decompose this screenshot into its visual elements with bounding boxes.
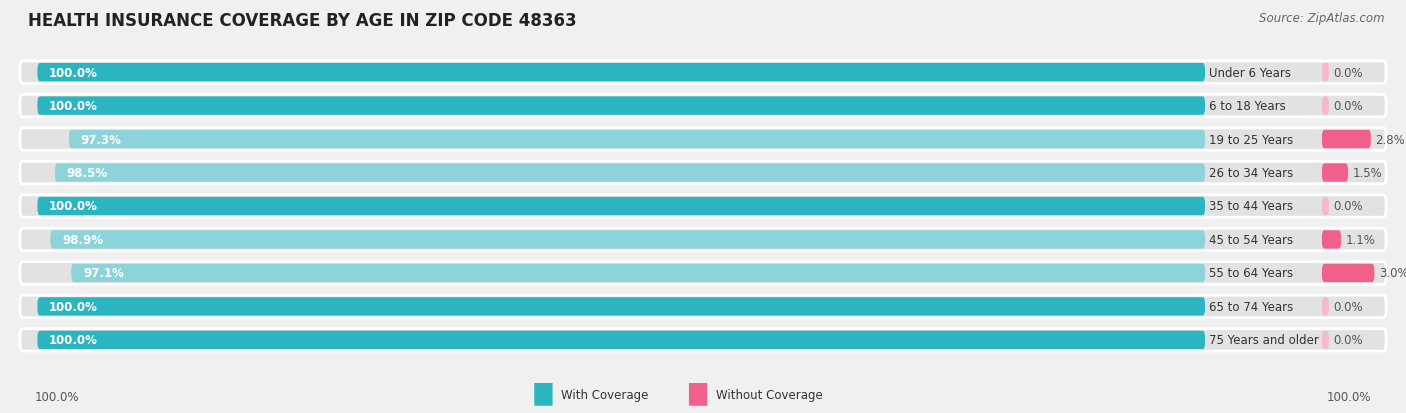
Text: 98.9%: 98.9% (62, 233, 103, 247)
FancyBboxPatch shape (1322, 331, 1329, 349)
Text: 2.8%: 2.8% (1375, 133, 1406, 146)
FancyBboxPatch shape (1322, 231, 1341, 249)
FancyBboxPatch shape (51, 231, 1205, 249)
FancyBboxPatch shape (1322, 164, 1348, 182)
Text: 0.0%: 0.0% (1333, 200, 1364, 213)
Text: 75 Years and older: 75 Years and older (1209, 334, 1319, 347)
Text: Without Coverage: Without Coverage (716, 388, 823, 401)
Text: With Coverage: With Coverage (561, 388, 648, 401)
Text: 45 to 54 Years: 45 to 54 Years (1209, 233, 1292, 247)
FancyBboxPatch shape (20, 95, 1386, 118)
Text: 100.0%: 100.0% (49, 200, 98, 213)
FancyBboxPatch shape (20, 295, 1386, 318)
Text: 0.0%: 0.0% (1333, 300, 1364, 313)
FancyBboxPatch shape (38, 297, 1205, 316)
FancyBboxPatch shape (69, 131, 1205, 149)
FancyBboxPatch shape (38, 197, 1205, 216)
FancyBboxPatch shape (55, 164, 1205, 182)
FancyBboxPatch shape (20, 162, 1386, 184)
FancyBboxPatch shape (1322, 264, 1375, 282)
Text: 100.0%: 100.0% (49, 100, 98, 113)
Text: 98.5%: 98.5% (66, 166, 108, 180)
FancyBboxPatch shape (20, 195, 1386, 218)
Text: 35 to 44 Years: 35 to 44 Years (1209, 200, 1292, 213)
FancyBboxPatch shape (20, 229, 1386, 251)
FancyBboxPatch shape (38, 331, 1205, 349)
Text: 0.0%: 0.0% (1333, 334, 1364, 347)
Text: HEALTH INSURANCE COVERAGE BY AGE IN ZIP CODE 48363: HEALTH INSURANCE COVERAGE BY AGE IN ZIP … (28, 12, 576, 30)
FancyBboxPatch shape (1322, 131, 1371, 149)
Text: 100.0%: 100.0% (35, 390, 80, 403)
Text: 6 to 18 Years: 6 to 18 Years (1209, 100, 1285, 113)
FancyBboxPatch shape (20, 62, 1386, 84)
FancyBboxPatch shape (20, 329, 1386, 351)
FancyBboxPatch shape (20, 262, 1386, 285)
Text: 97.3%: 97.3% (80, 133, 121, 146)
FancyBboxPatch shape (1322, 64, 1329, 82)
Text: 26 to 34 Years: 26 to 34 Years (1209, 166, 1294, 180)
Text: 3.0%: 3.0% (1379, 267, 1406, 280)
Text: Under 6 Years: Under 6 Years (1209, 66, 1291, 79)
Text: 55 to 64 Years: 55 to 64 Years (1209, 267, 1292, 280)
Text: 100.0%: 100.0% (49, 300, 98, 313)
Text: 1.1%: 1.1% (1346, 233, 1375, 247)
FancyBboxPatch shape (1322, 97, 1329, 116)
Text: 100.0%: 100.0% (49, 334, 98, 347)
Text: 0.0%: 0.0% (1333, 100, 1364, 113)
Text: Source: ZipAtlas.com: Source: ZipAtlas.com (1260, 12, 1385, 25)
Text: 65 to 74 Years: 65 to 74 Years (1209, 300, 1294, 313)
FancyBboxPatch shape (38, 64, 1205, 82)
Text: 100.0%: 100.0% (49, 66, 98, 79)
FancyBboxPatch shape (1322, 297, 1329, 316)
FancyBboxPatch shape (72, 264, 1205, 282)
Text: 100.0%: 100.0% (1326, 390, 1371, 403)
Text: 97.1%: 97.1% (83, 267, 124, 280)
Text: 19 to 25 Years: 19 to 25 Years (1209, 133, 1294, 146)
FancyBboxPatch shape (38, 97, 1205, 116)
Text: 1.5%: 1.5% (1353, 166, 1382, 180)
Text: 0.0%: 0.0% (1333, 66, 1364, 79)
FancyBboxPatch shape (20, 128, 1386, 151)
FancyBboxPatch shape (1322, 197, 1329, 216)
